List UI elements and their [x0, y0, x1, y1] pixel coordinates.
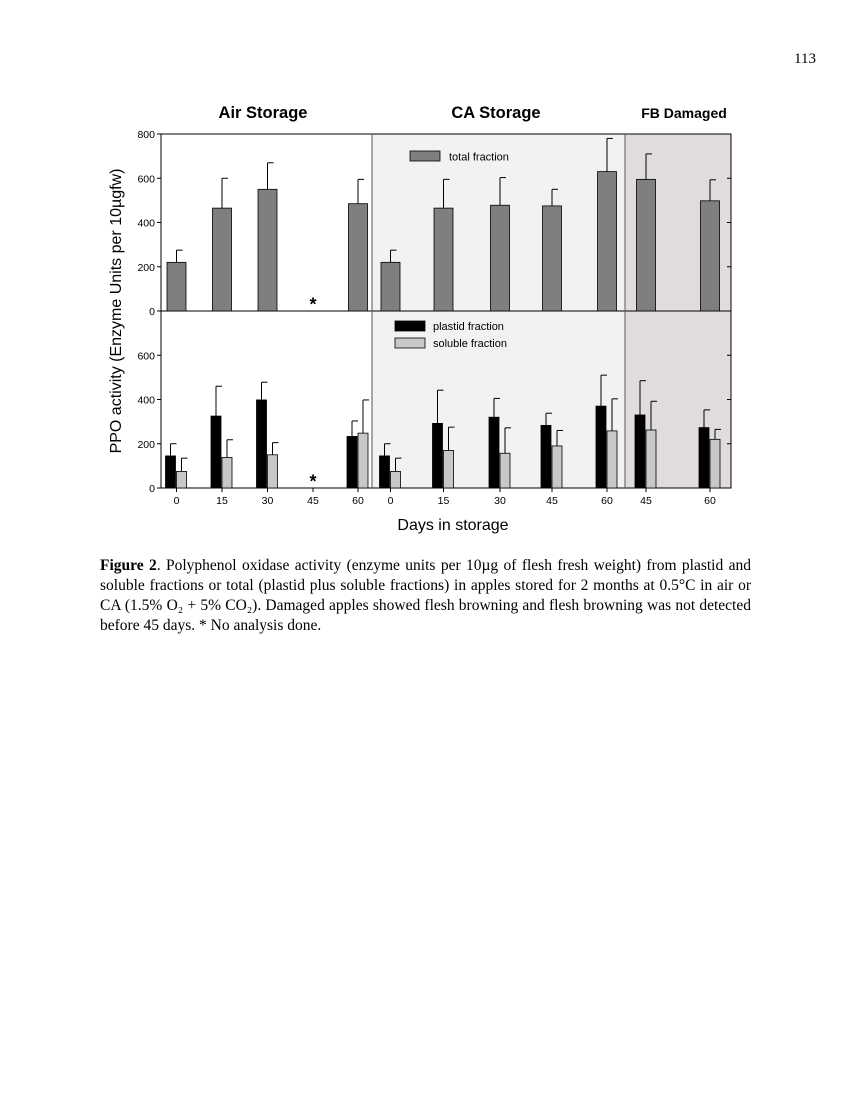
bar-soluble-7 — [551, 445, 563, 489]
bar-total-1 — [212, 207, 232, 312]
panel-title-1: Air Storage — [219, 104, 308, 122]
x-tick-label-1-4: 60 — [601, 495, 613, 507]
bar-total-2 — [257, 188, 278, 312]
bar-plastid-2 — [256, 399, 267, 489]
y-tick-label-top-2: 400 — [137, 218, 155, 230]
panel-title-2: CA Storage — [451, 104, 540, 122]
x-tick-label-0-3: 45 — [307, 495, 319, 507]
figure-caption-text: . Polyphenol oxidase activity (enzyme un… — [100, 557, 751, 634]
bar-plastid-0 — [165, 455, 176, 489]
bar-soluble-8 — [606, 430, 618, 489]
bar-soluble-0 — [176, 471, 187, 489]
x-tick-label-1-2: 30 — [494, 495, 506, 507]
bar-total-4 — [380, 261, 401, 312]
bar-soluble-9 — [645, 429, 657, 489]
bar-soluble-10 — [709, 438, 721, 489]
panel-title-3: FB Damaged — [641, 105, 727, 121]
y-tick-label-top-3: 600 — [137, 173, 155, 185]
x-tick-label-1-3: 45 — [546, 495, 558, 507]
bar-plastid-9 — [634, 414, 646, 489]
bar-total-6 — [490, 204, 510, 312]
bar-soluble-6 — [499, 452, 511, 489]
y-tick-label-top-0: 0 — [149, 306, 155, 318]
legend-label-plastid: plastid fraction — [433, 321, 504, 333]
no-analysis-marker-bottom: * — [309, 472, 316, 492]
bar-soluble-5 — [443, 449, 454, 489]
bar-total-10 — [700, 200, 720, 312]
x-tick-label-1-1: 15 — [438, 495, 450, 507]
bar-total-0 — [166, 261, 187, 312]
bar-plastid-1 — [210, 415, 222, 489]
bar-total-8 — [597, 171, 617, 312]
y-axis-title: PPO activity (Enzyme Units per 10µgfw) — [108, 169, 125, 454]
x-axis-title: Days in storage — [397, 517, 508, 534]
figure-caption: Figure 2. Polyphenol oxidase activity (e… — [100, 556, 751, 636]
bar-soluble-1 — [221, 457, 233, 489]
page-number: 113 — [794, 51, 816, 67]
y-tick-label-top-1: 200 — [137, 262, 155, 274]
x-tick-label-2-1: 60 — [704, 495, 716, 507]
y-tick-label-bottom-2: 400 — [137, 395, 155, 407]
x-tick-label-0-1: 15 — [216, 495, 228, 507]
bar-plastid-6 — [488, 416, 500, 489]
x-tick-label-1-0: 0 — [388, 495, 394, 507]
x-tick-label-0-2: 30 — [262, 495, 274, 507]
x-tick-label-2-0: 45 — [640, 495, 652, 507]
bar-total-7 — [542, 205, 562, 312]
bar-plastid-7 — [540, 424, 552, 489]
bar-plastid-3 — [346, 436, 358, 489]
legend-swatch-total — [409, 150, 441, 162]
bar-soluble-2 — [267, 454, 278, 489]
bar-soluble-4 — [390, 471, 401, 489]
no-analysis-marker-top: * — [309, 295, 316, 315]
legend-swatch-plastid — [394, 320, 426, 332]
legend-label-total: total fraction — [449, 152, 509, 164]
y-tick-label-bottom-1: 200 — [137, 439, 155, 451]
bar-plastid-5 — [432, 422, 443, 489]
ppo-activity-chart: Air Storage CA Storage FB Damaged 0 200 400 60… — [108, 104, 732, 534]
bar-total-5 — [433, 207, 454, 312]
bar-soluble-3 — [357, 432, 369, 489]
bar-total-9 — [636, 178, 656, 312]
bar-total-3 — [348, 203, 368, 312]
x-tick-label-0-4: 60 — [352, 495, 364, 507]
figure-label: Figure 2 — [100, 557, 157, 574]
legend-label-soluble: soluble fraction — [433, 338, 507, 350]
bar-plastid-4 — [379, 455, 390, 489]
y-tick-label-top-4: 800 — [137, 129, 155, 141]
y-tick-label-bottom-0: 0 — [149, 483, 155, 495]
legend-swatch-soluble — [394, 337, 426, 349]
bar-plastid-10 — [698, 427, 710, 489]
x-tick-label-0-0: 0 — [174, 495, 180, 507]
bar-plastid-8 — [595, 405, 607, 489]
y-tick-label-bottom-3: 600 — [137, 350, 155, 362]
